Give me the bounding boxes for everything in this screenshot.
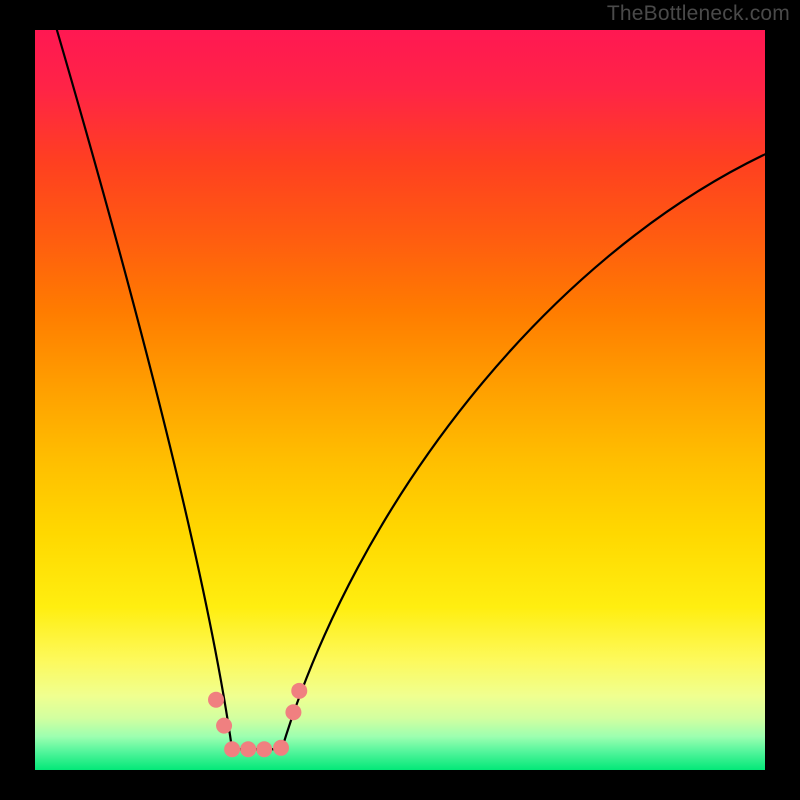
valley-marker — [285, 704, 301, 720]
bottleneck-chart — [0, 0, 800, 800]
watermark-text: TheBottleneck.com — [607, 2, 790, 26]
valley-marker — [216, 718, 232, 734]
valley-marker — [256, 741, 272, 757]
valley-marker — [291, 683, 307, 699]
valley-marker — [208, 692, 224, 708]
valley-marker — [273, 740, 289, 756]
valley-marker — [240, 741, 256, 757]
valley-marker — [224, 741, 240, 757]
stage: TheBottleneck.com — [0, 0, 800, 800]
heat-gradient-background — [35, 30, 765, 770]
